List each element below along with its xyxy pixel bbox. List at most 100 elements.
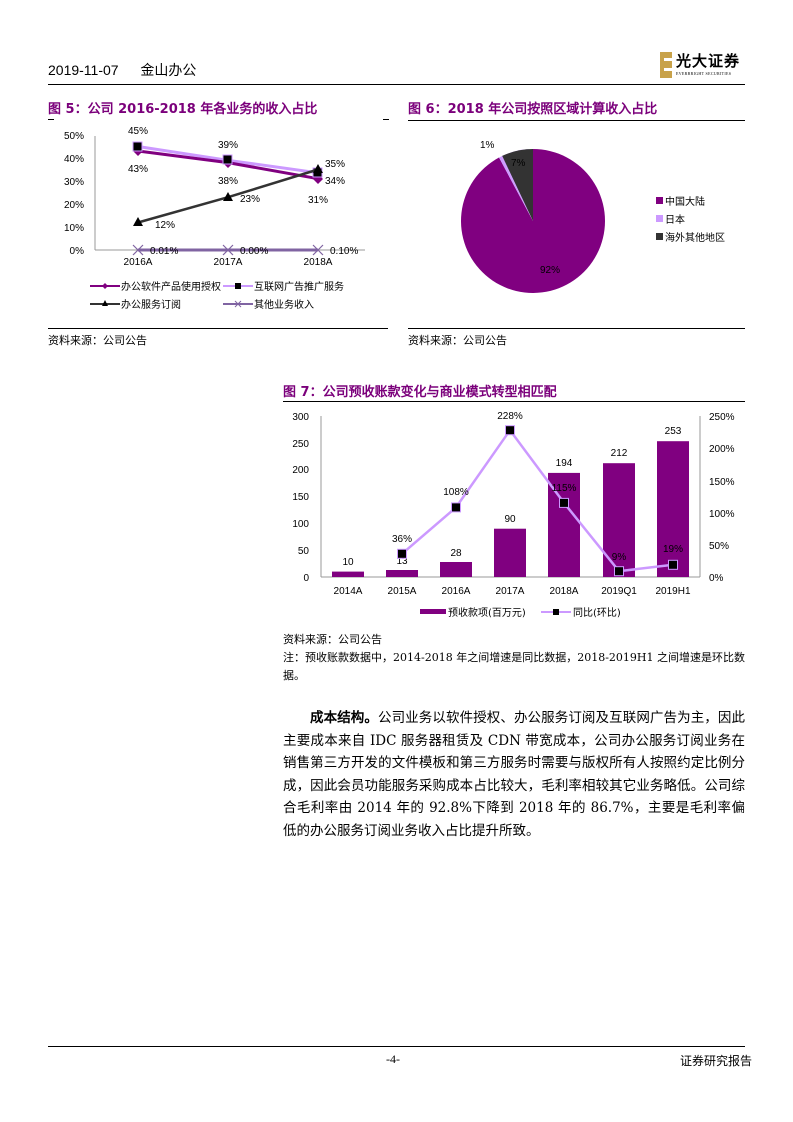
svg-text:150%: 150% xyxy=(709,477,735,488)
svg-text:212: 212 xyxy=(611,448,628,459)
figure5-legend: 办公软件产品使用授权 互联网广告推广服务 办公服务订阅 其他业务收入 xyxy=(90,280,344,311)
svg-text:同比(环比): 同比(环比) xyxy=(573,607,621,619)
figure5-x-ticks: 2016A 2017A 2018A xyxy=(124,257,333,268)
svg-text:0.00%: 0.00% xyxy=(240,246,268,257)
footer-label: 证券研究报告 xyxy=(680,1054,753,1068)
report-header: 2019-11-07 金山办公 xyxy=(48,60,196,80)
figure5-top-rule-left xyxy=(48,119,54,120)
figure7-source: 资料来源：公司公告 xyxy=(283,633,382,646)
svg-text:45%: 45% xyxy=(128,126,148,137)
swatch-icon xyxy=(656,214,663,222)
figure5-y-ticks: 0% 10% 20% 30% 40% 50% xyxy=(64,131,84,257)
svg-text:28: 28 xyxy=(450,548,462,559)
svg-text:23%: 23% xyxy=(240,194,260,205)
svg-text:250: 250 xyxy=(292,439,309,450)
figure7-top-rule xyxy=(283,401,745,402)
svg-text:50%: 50% xyxy=(709,541,729,552)
svg-text:40%: 40% xyxy=(64,154,84,165)
footer-rule xyxy=(48,1046,745,1047)
svg-text:150: 150 xyxy=(292,492,309,503)
svg-text:38%: 38% xyxy=(218,176,238,187)
figure7-note: 注：预收账款数据中，2014-2018 年之间增速是同比数据，2018-2019… xyxy=(283,651,745,682)
svg-text:194: 194 xyxy=(556,458,573,469)
logo-text-cn: 光大证券 xyxy=(676,52,741,70)
figure7-bars xyxy=(332,441,689,577)
svg-text:0.01%: 0.01% xyxy=(150,246,178,257)
svg-text:0%: 0% xyxy=(70,246,85,257)
svg-text:2016A: 2016A xyxy=(124,257,153,268)
legend-item-mainland: 中国大陆 xyxy=(656,191,725,209)
svg-text:115%: 115% xyxy=(552,483,577,494)
svg-text:253: 253 xyxy=(665,426,682,437)
svg-text:2017A: 2017A xyxy=(496,586,525,597)
figure6-source: 资料来源：公司公告 xyxy=(408,334,507,347)
svg-text:0.10%: 0.10% xyxy=(330,246,358,257)
svg-text:办公软件产品使用授权: 办公软件产品使用授权 xyxy=(121,280,221,293)
figure5-source: 资料来源：公司公告 xyxy=(48,334,147,347)
svg-text:50%: 50% xyxy=(64,131,84,142)
svg-text:0: 0 xyxy=(303,573,309,584)
swatch-icon xyxy=(656,196,663,204)
svg-text:100%: 100% xyxy=(709,509,735,520)
svg-text:300: 300 xyxy=(292,412,309,423)
svg-text:50: 50 xyxy=(298,546,310,557)
figure7-title: 图 7：公司预收账款变化与商业模式转型相匹配 xyxy=(283,385,557,400)
figure7-combo-chart: 0 50 100 150 200 250 300 0% 50% 100% 150… xyxy=(292,411,735,619)
svg-text:90: 90 xyxy=(504,514,516,525)
figure5-bottom-rule xyxy=(48,328,388,329)
svg-text:2019H1: 2019H1 xyxy=(655,586,690,597)
svg-text:10: 10 xyxy=(342,557,354,568)
figure5-top-rule-right xyxy=(383,119,389,120)
svg-text:39%: 39% xyxy=(218,140,238,151)
svg-text:34%: 34% xyxy=(325,176,345,187)
svg-text:31%: 31% xyxy=(308,195,328,206)
svg-text:43%: 43% xyxy=(128,164,148,175)
svg-text:2018A: 2018A xyxy=(304,257,333,268)
report-date: 2019-11-07 xyxy=(48,62,119,78)
svg-text:92%: 92% xyxy=(540,265,560,276)
svg-text:0%: 0% xyxy=(709,573,724,584)
svg-text:19%: 19% xyxy=(663,544,683,555)
svg-text:1%: 1% xyxy=(480,140,495,151)
figure6-title: 图 6：2018 年公司按照区域计算收入占比 xyxy=(408,102,658,117)
paragraph-body: 公司业务以软件授权、办公服务订阅及互联网广告为主，因此主要成本来自 IDC 服务… xyxy=(283,710,745,839)
figure5-title: 图 5：公司 2016-2018 年各业务的收入占比 xyxy=(48,102,318,117)
svg-text:2014A: 2014A xyxy=(334,586,363,597)
svg-text:2015A: 2015A xyxy=(388,586,417,597)
svg-text:35%: 35% xyxy=(325,159,345,170)
header-rule xyxy=(48,84,745,85)
figure6-legend: 中国大陆 日本 海外其他地区 xyxy=(656,191,725,245)
company-name: 金山办公 xyxy=(140,62,197,78)
svg-text:30%: 30% xyxy=(64,177,84,188)
svg-text:108%: 108% xyxy=(443,487,469,498)
svg-text:9%: 9% xyxy=(612,552,627,563)
svg-text:200%: 200% xyxy=(709,444,735,455)
svg-text:2019Q1: 2019Q1 xyxy=(601,586,637,597)
cost-structure-paragraph: 成本结构。公司业务以软件授权、办公服务订阅及互联网广告为主，因此主要成本来自 I… xyxy=(283,707,745,842)
legend-item-japan: 日本 xyxy=(656,209,725,227)
figure5-line-chart: 0% 10% 20% 30% 40% 50% 2016A 2017A 2018A xyxy=(64,126,365,311)
figure7-legend: 预收款项(百万元) 同比(环比) xyxy=(420,606,621,619)
swatch-icon xyxy=(656,232,663,240)
logo-text-en: EVERBRIGHT SECURITIES xyxy=(676,71,732,76)
svg-text:2016A: 2016A xyxy=(442,586,471,597)
svg-text:36%: 36% xyxy=(392,534,412,545)
figure6-top-rule xyxy=(408,120,745,121)
svg-text:200: 200 xyxy=(292,465,309,476)
svg-text:2017A: 2017A xyxy=(214,257,243,268)
figure6-bottom-rule xyxy=(408,328,745,329)
svg-text:10%: 10% xyxy=(64,223,84,234)
svg-text:12%: 12% xyxy=(155,220,175,231)
everbright-logo: 光大证券 EVERBRIGHT SECURITIES xyxy=(660,50,750,82)
legend-item-overseas: 海外其他地区 xyxy=(656,227,725,245)
svg-text:250%: 250% xyxy=(709,412,735,423)
svg-text:预收款项(百万元): 预收款项(百万元) xyxy=(448,606,526,619)
svg-text:其他业务收入: 其他业务收入 xyxy=(254,298,314,311)
svg-text:100: 100 xyxy=(292,519,309,530)
figure6-pie-chart: 1% 7% 92% xyxy=(461,140,606,293)
logo-mark-icon xyxy=(660,52,672,78)
svg-text:2018A: 2018A xyxy=(550,586,579,597)
page-number: -4- xyxy=(386,1052,400,1066)
paragraph-lead: 成本结构。 xyxy=(310,710,378,726)
svg-text:13: 13 xyxy=(396,556,408,567)
